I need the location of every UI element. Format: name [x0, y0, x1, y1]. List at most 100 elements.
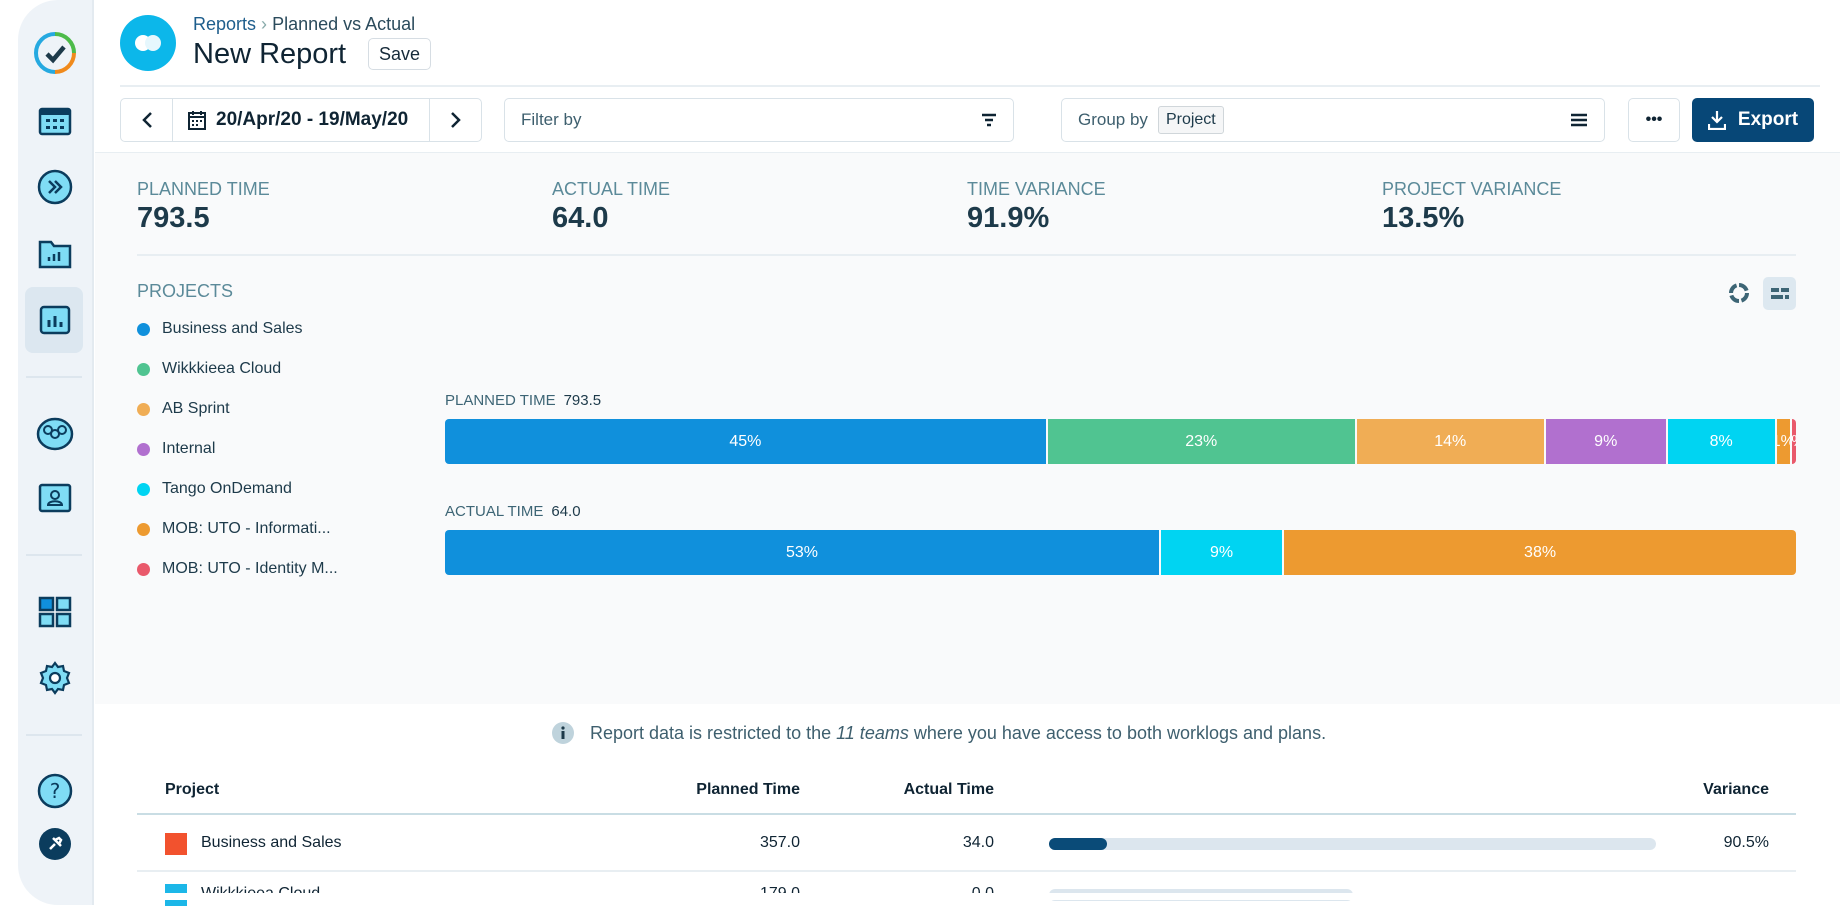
page-title: New Report — [193, 38, 347, 70]
help-icon[interactable]: ? — [35, 771, 75, 811]
legend-item[interactable]: Tango OnDemand — [137, 480, 292, 498]
project-icon — [165, 833, 187, 855]
legend-label: Wikkkieea Cloud — [162, 360, 282, 377]
col-header-actual[interactable]: Actual Time — [903, 781, 994, 798]
menu-lines-icon — [1571, 113, 1587, 127]
segment-label: 23% — [1185, 432, 1218, 450]
download-icon — [1707, 111, 1726, 130]
bar-segment[interactable]: 8% — [1667, 419, 1775, 464]
next-period-button[interactable] — [429, 99, 481, 141]
export-label: Export — [1737, 109, 1799, 130]
scroll-clip — [95, 893, 1840, 900]
breadcrumb-current: Planned vs Actual — [272, 14, 416, 34]
filter-placeholder: Filter by — [521, 110, 582, 129]
legend-item[interactable]: Wikkkieea Cloud — [137, 360, 281, 378]
user-card-icon[interactable] — [35, 478, 75, 518]
filter-by-input[interactable]: Filter by — [504, 98, 1014, 142]
sidebar-divider — [26, 734, 82, 736]
col-header-project[interactable]: Project — [165, 781, 220, 798]
cell-project: Business and Sales — [201, 834, 342, 851]
legend-item[interactable]: Internal — [137, 440, 215, 458]
bar-segment[interactable]: 9% — [1160, 530, 1283, 575]
legend-dot — [137, 522, 150, 536]
header-divider — [120, 85, 1820, 87]
save-button[interactable]: Save — [368, 38, 432, 70]
bar-segment[interactable]: 14% — [1356, 419, 1544, 464]
stat-planned-time: PLANNED TIME 793.5 — [137, 179, 270, 234]
access-info-message: Report data is restricted to the 11 team… — [552, 722, 1326, 744]
bar-view-toggle[interactable] — [1763, 277, 1796, 310]
segment-label: 9% — [1594, 432, 1618, 450]
sidebar: ? — [18, 0, 94, 905]
legend-dot — [137, 322, 150, 336]
group-by-select[interactable]: Group by Project — [1061, 98, 1605, 142]
legend-label: MOB: UTO - Informati... — [162, 520, 331, 537]
info-icon — [552, 722, 574, 744]
date-range-picker: 20/Apr/20 - 19/May/20 — [120, 98, 482, 142]
date-range-field[interactable]: 20/Apr/20 - 19/May/20 — [173, 109, 429, 131]
legend-title: PROJECTS — [137, 281, 234, 301]
breadcrumb: Reports › Planned vs Actual — [193, 14, 415, 35]
legend-label: Internal — [162, 440, 216, 457]
breadcrumb-separator: › — [261, 14, 268, 34]
legend-label: MOB: UTO - Identity M... — [162, 560, 338, 577]
row-divider — [137, 870, 1796, 872]
variance-progress-bar — [1049, 838, 1656, 850]
stacked-bar-icon — [1770, 287, 1789, 299]
legend-label: Tango OnDemand — [162, 480, 292, 497]
sidebar-divider — [26, 376, 82, 378]
calendar-icon[interactable] — [35, 100, 75, 140]
group-by-chip[interactable]: Project — [1157, 106, 1224, 134]
breadcrumb-reports-link[interactable]: Reports — [193, 14, 257, 34]
bar-segment[interactable]: 53% — [445, 530, 1159, 575]
actual-time-stacked-bar: 53% 9% 38% — [445, 530, 1796, 575]
donut-view-icon[interactable] — [1728, 282, 1750, 309]
bar-segment[interactable]: 23% — [1047, 419, 1355, 464]
legend-dot — [137, 482, 150, 496]
more-options-button[interactable]: ••• — [1628, 98, 1680, 142]
stat-actual-time: ACTUAL TIME 64.0 — [552, 179, 671, 234]
bar-segment[interactable]: 45% — [445, 419, 1046, 464]
segment-label: 8% — [1709, 432, 1733, 450]
table-header-divider — [137, 813, 1796, 815]
cell-variance: 90.5% — [1723, 834, 1769, 851]
prev-period-button[interactable] — [121, 99, 173, 141]
segment-label: 45% — [729, 432, 762, 450]
legend-label: Business and Sales — [162, 320, 303, 337]
reports-chart-icon[interactable] — [35, 300, 75, 340]
segment-label: 14% — [1434, 432, 1467, 450]
segment-label: 9% — [1209, 543, 1234, 561]
col-header-variance[interactable]: Variance — [1703, 781, 1769, 798]
date-range-text: 20/Apr/20 - 19/May/20 — [216, 109, 409, 130]
forward-circle-icon[interactable] — [35, 167, 75, 207]
folder-chart-icon[interactable] — [35, 234, 75, 274]
segment-label: 53% — [785, 543, 818, 561]
legend-item[interactable]: MOB: UTO - Identity M... — [137, 560, 338, 578]
actual-bar-label: ACTUAL TIME 64.0 — [445, 503, 581, 520]
bar-segment[interactable]: 0% — [1791, 419, 1796, 464]
planned-bar-label: PLANNED TIME 793.5 — [445, 392, 602, 409]
legend-item[interactable]: Business and Sales — [137, 320, 303, 338]
calendar-small-icon — [188, 111, 206, 130]
app-logo-icon[interactable] — [32, 30, 78, 76]
export-button[interactable]: Export — [1692, 98, 1814, 142]
sidebar-divider — [26, 554, 82, 556]
legend-item[interactable]: MOB: UTO - Informati... — [137, 520, 331, 538]
teams-icon[interactable] — [35, 414, 75, 454]
bar-segment[interactable]: 1% — [1776, 419, 1790, 464]
segment-label: 38% — [1524, 543, 1557, 561]
col-header-planned[interactable]: Planned Time — [696, 781, 800, 798]
legend-dot — [137, 362, 150, 376]
legend-item[interactable]: AB Sprint — [137, 400, 230, 418]
legend-label: AB Sprint — [162, 400, 230, 417]
chevron-left-icon — [141, 112, 152, 128]
planned-time-stacked-bar: 45% 23% 14% 9% 8% 1%0% — [445, 419, 1796, 464]
settings-gear-icon[interactable] — [35, 658, 75, 698]
dashboard-grid-icon[interactable] — [35, 592, 75, 632]
pin-icon[interactable] — [35, 824, 75, 864]
stats-divider — [137, 254, 1796, 256]
bar-segment[interactable]: 38% — [1284, 530, 1796, 575]
report-avatar-icon — [120, 15, 176, 71]
bar-segment[interactable]: 9% — [1545, 419, 1666, 464]
stat-time-variance: TIME VARIANCE 91.9% — [967, 179, 1106, 234]
